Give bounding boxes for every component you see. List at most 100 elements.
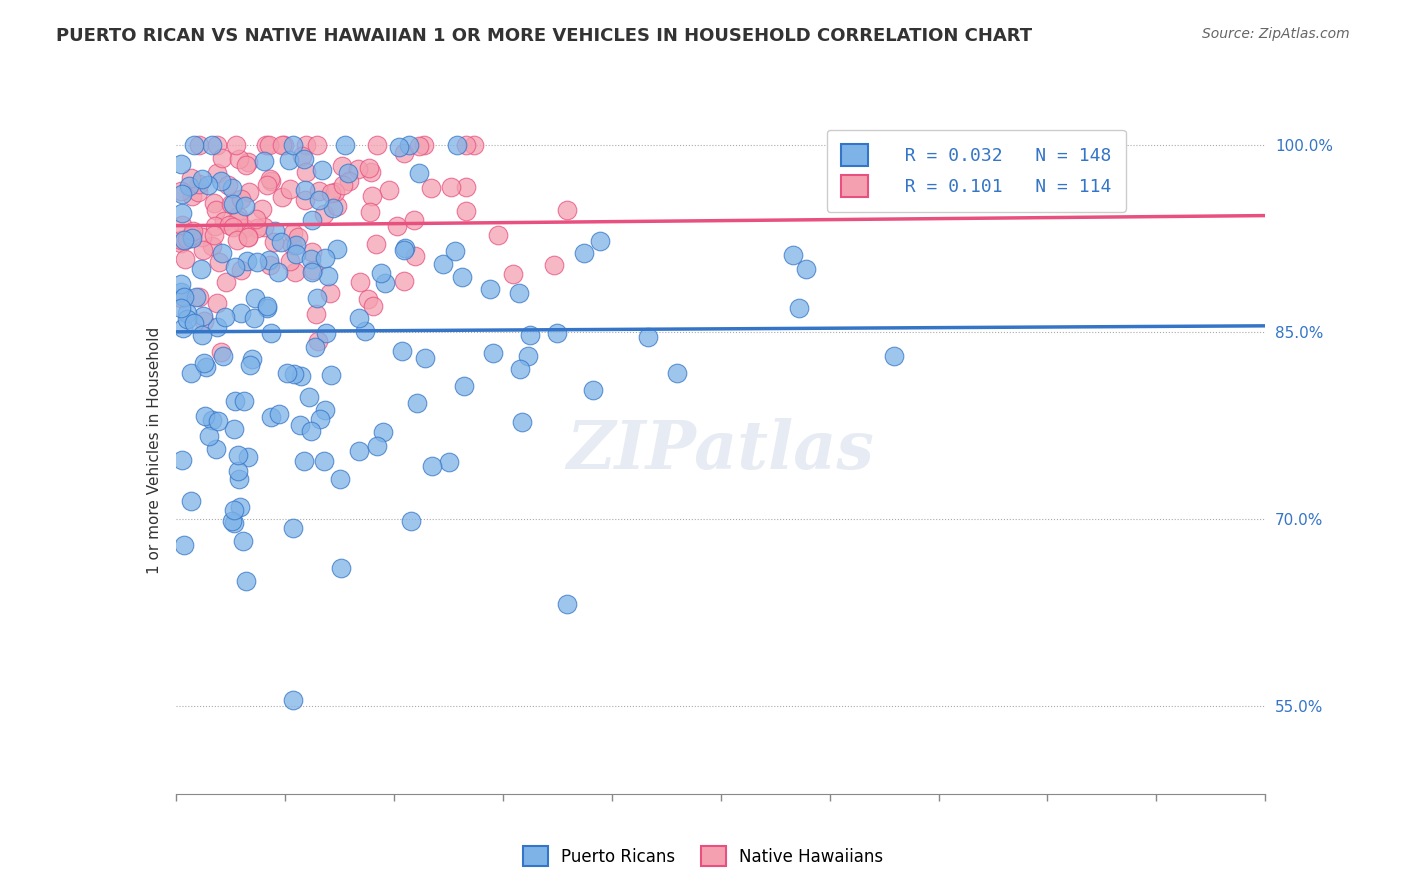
Puerto Ricans (224, 421, 246, 435)
Puerto Ricans (304, 340, 326, 354)
Puerto Ricans (301, 213, 323, 227)
Native Hawaiians (204, 219, 226, 234)
Puerto Ricans (322, 202, 344, 216)
Puerto Ricans (180, 366, 202, 380)
Native Hawaiians (233, 220, 256, 235)
Puerto Ricans (509, 362, 531, 376)
Puerto Ricans (190, 262, 212, 277)
Native Hawaiians (181, 224, 204, 238)
Puerto Ricans (281, 137, 304, 152)
Puerto Ricans (180, 231, 202, 245)
Puerto Ricans (226, 464, 249, 478)
Native Hawaiians (219, 197, 242, 211)
Puerto Ricans (370, 266, 392, 280)
Native Hawaiians (236, 230, 259, 244)
Puerto Ricans (184, 290, 207, 304)
Puerto Ricans (228, 448, 250, 462)
Puerto Ricans (211, 245, 233, 260)
Native Hawaiians (176, 232, 198, 246)
Text: PUERTO RICAN VS NATIVE HAWAIIAN 1 OR MORE VEHICLES IN HOUSEHOLD CORRELATION CHAR: PUERTO RICAN VS NATIVE HAWAIIAN 1 OR MOR… (56, 27, 1032, 45)
Puerto Ricans (276, 366, 298, 380)
Puerto Ricans (281, 521, 304, 535)
Puerto Ricans (787, 301, 810, 316)
Native Hawaiians (250, 202, 273, 217)
Puerto Ricans (453, 378, 475, 392)
Native Hawaiians (271, 190, 294, 204)
Puerto Ricans (205, 442, 228, 457)
Native Hawaiians (307, 334, 329, 348)
Native Hawaiians (170, 184, 193, 198)
Native Hawaiians (202, 227, 225, 242)
Puerto Ricans (309, 412, 332, 426)
Puerto Ricans (314, 454, 336, 468)
Puerto Ricans (222, 503, 245, 517)
Native Hawaiians (180, 170, 202, 185)
Native Hawaiians (330, 159, 353, 173)
Native Hawaiians (254, 137, 277, 152)
Native Hawaiians (170, 233, 193, 247)
Native Hawaiians (181, 189, 204, 203)
Native Hawaiians (278, 182, 301, 196)
Native Hawaiians (337, 174, 360, 188)
Native Hawaiians (238, 154, 260, 169)
Puerto Ricans (388, 140, 411, 154)
Puerto Ricans (325, 243, 347, 257)
Puerto Ricans (314, 403, 336, 417)
Puerto Ricans (374, 276, 396, 290)
Native Hawaiians (190, 229, 212, 244)
Puerto Ricans (243, 311, 266, 326)
Native Hawaiians (332, 178, 354, 193)
Native Hawaiians (364, 237, 387, 252)
Legend: Puerto Ricans, Native Hawaiians: Puerto Ricans, Native Hawaiians (515, 838, 891, 875)
Puerto Ricans (269, 407, 291, 421)
Puerto Ricans (224, 394, 246, 409)
Puerto Ricans (183, 137, 205, 152)
Native Hawaiians (170, 291, 193, 305)
Puerto Ricans (572, 246, 595, 260)
Native Hawaiians (259, 259, 281, 273)
Puerto Ricans (260, 326, 283, 340)
Native Hawaiians (404, 212, 426, 227)
Native Hawaiians (225, 137, 247, 152)
Puerto Ricans (170, 277, 193, 292)
Native Hawaiians (359, 204, 381, 219)
Puerto Ricans (347, 310, 370, 325)
Puerto Ricans (284, 246, 307, 260)
Native Hawaiians (245, 220, 267, 235)
Puerto Ricans (221, 181, 243, 195)
Puerto Ricans (305, 291, 328, 305)
Native Hawaiians (271, 137, 294, 152)
Native Hawaiians (357, 161, 380, 175)
Native Hawaiians (305, 307, 328, 321)
Native Hawaiians (308, 185, 330, 199)
Puerto Ricans (450, 270, 472, 285)
Native Hawaiians (238, 185, 260, 199)
Native Hawaiians (323, 185, 346, 199)
Native Hawaiians (218, 218, 240, 232)
Puerto Ricans (235, 574, 257, 589)
Puerto Ricans (782, 248, 804, 262)
Puerto Ricans (516, 349, 538, 363)
Native Hawaiians (413, 137, 436, 152)
Puerto Ricans (179, 178, 201, 193)
Puerto Ricans (406, 396, 429, 410)
Puerto Ricans (353, 324, 375, 338)
Puerto Ricans (510, 415, 533, 429)
Puerto Ricans (637, 329, 659, 343)
Puerto Ricans (232, 394, 254, 409)
Puerto Ricans (243, 291, 266, 305)
Native Hawaiians (378, 183, 401, 197)
Puerto Ricans (207, 413, 229, 427)
Puerto Ricans (444, 244, 467, 258)
Puerto Ricans (519, 328, 541, 343)
Native Hawaiians (404, 249, 426, 263)
Native Hawaiians (302, 263, 325, 277)
Puerto Ricans (665, 367, 688, 381)
Native Hawaiians (231, 263, 253, 277)
Puerto Ricans (398, 137, 420, 152)
Puerto Ricans (408, 166, 430, 180)
Native Hawaiians (326, 199, 349, 213)
Puerto Ricans (228, 472, 250, 486)
Puerto Ricans (212, 349, 235, 363)
Native Hawaiians (440, 179, 463, 194)
